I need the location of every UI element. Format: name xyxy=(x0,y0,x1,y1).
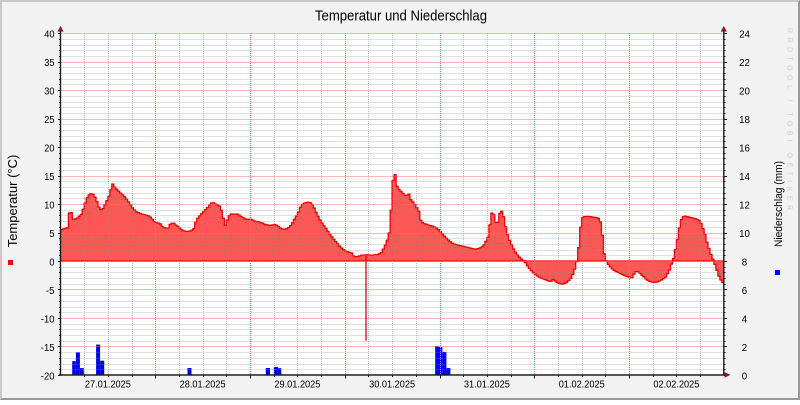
svg-text:0: 0 xyxy=(742,371,748,382)
svg-text:-15: -15 xyxy=(41,343,55,354)
svg-text:Temperatur und Niederschlag: Temperatur und Niederschlag xyxy=(315,8,487,25)
svg-text:30: 30 xyxy=(44,87,55,98)
svg-text:-10: -10 xyxy=(41,314,55,325)
svg-text:-5: -5 xyxy=(46,286,55,297)
svg-text:20: 20 xyxy=(739,87,750,98)
svg-text:8: 8 xyxy=(742,257,748,268)
svg-text:18: 18 xyxy=(739,115,750,126)
svg-text:15: 15 xyxy=(44,172,55,183)
svg-text:30.01.2025: 30.01.2025 xyxy=(369,379,415,390)
svg-text:25: 25 xyxy=(44,115,55,126)
svg-text:12: 12 xyxy=(739,201,750,212)
svg-text:4: 4 xyxy=(742,314,748,325)
svg-text:10: 10 xyxy=(44,201,55,212)
svg-text:-20: -20 xyxy=(41,371,55,382)
svg-text:29.01.2025: 29.01.2025 xyxy=(274,379,320,390)
svg-text:2: 2 xyxy=(742,343,748,354)
svg-text:40: 40 xyxy=(44,30,55,41)
svg-text:22: 22 xyxy=(739,58,750,69)
svg-text:10: 10 xyxy=(739,229,750,240)
svg-text:31.01.2025: 31.01.2025 xyxy=(464,379,510,390)
svg-text:16: 16 xyxy=(739,144,750,155)
svg-text:24: 24 xyxy=(739,30,750,41)
svg-text:6: 6 xyxy=(742,286,748,297)
svg-text:14: 14 xyxy=(739,172,750,183)
svg-text:28.01.2025: 28.01.2025 xyxy=(180,379,226,390)
svg-text:Temperatur (°C): Temperatur (°C) xyxy=(5,155,20,248)
svg-text:Niederschlag (mm): Niederschlag (mm) xyxy=(773,161,785,247)
svg-text:5: 5 xyxy=(49,229,55,240)
svg-text:0: 0 xyxy=(49,257,55,268)
svg-text:20: 20 xyxy=(44,144,55,155)
svg-text:27.01.2025: 27.01.2025 xyxy=(85,379,131,390)
svg-text:01.02.2025: 01.02.2025 xyxy=(559,379,605,390)
svg-text:02.02.2025: 02.02.2025 xyxy=(653,379,699,390)
svg-text:35: 35 xyxy=(44,58,55,69)
